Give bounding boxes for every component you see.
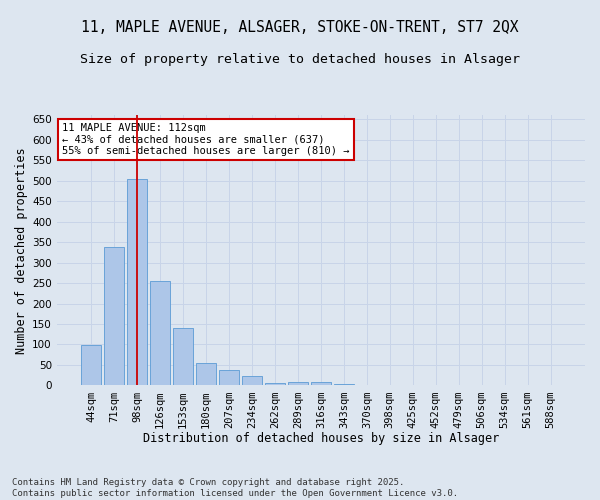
Bar xyxy=(242,376,262,386)
X-axis label: Distribution of detached houses by size in Alsager: Distribution of detached houses by size … xyxy=(143,432,499,445)
Bar xyxy=(173,328,193,386)
Text: 11, MAPLE AVENUE, ALSAGER, STOKE-ON-TRENT, ST7 2QX: 11, MAPLE AVENUE, ALSAGER, STOKE-ON-TREN… xyxy=(81,20,519,35)
Bar xyxy=(150,282,170,386)
Bar xyxy=(196,363,217,386)
Bar xyxy=(265,382,285,386)
Bar xyxy=(104,247,124,386)
Text: Size of property relative to detached houses in Alsager: Size of property relative to detached ho… xyxy=(80,52,520,66)
Text: 11 MAPLE AVENUE: 112sqm
← 43% of detached houses are smaller (637)
55% of semi-d: 11 MAPLE AVENUE: 112sqm ← 43% of detache… xyxy=(62,123,350,156)
Bar xyxy=(218,370,239,386)
Bar xyxy=(127,178,148,386)
Y-axis label: Number of detached properties: Number of detached properties xyxy=(15,147,28,354)
Bar xyxy=(287,382,308,386)
Bar xyxy=(334,384,354,386)
Bar xyxy=(311,382,331,386)
Bar xyxy=(81,345,101,386)
Text: Contains HM Land Registry data © Crown copyright and database right 2025.
Contai: Contains HM Land Registry data © Crown c… xyxy=(12,478,458,498)
